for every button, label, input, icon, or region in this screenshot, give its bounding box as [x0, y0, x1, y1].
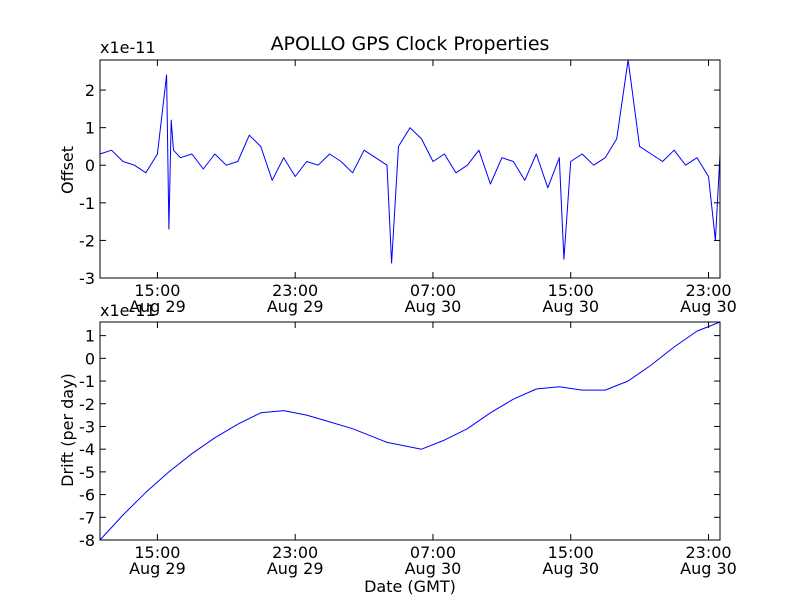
drift-y-tick-label: 1	[85, 327, 95, 346]
offset-x-tick-time-label: 15:00	[548, 281, 594, 300]
offset-y-multiplier: x1e-11	[100, 38, 156, 57]
drift-x-tick-time-label: 23:00	[685, 543, 731, 562]
offset-x-tick-date-label: Aug 29	[267, 297, 324, 316]
drift-y-tick-label: -4	[79, 440, 95, 459]
drift-x-tick-date-label: Aug 29	[267, 559, 324, 578]
drift-x-tick-time-label: 15:00	[134, 543, 180, 562]
drift-y-tick-label: -3	[79, 417, 95, 436]
drift-y-tick-label: -8	[79, 531, 95, 550]
drift-y-multiplier: x1e-11	[100, 301, 156, 320]
drift-series-line	[99, 321, 721, 541]
offset-x-tick-date-label: Aug 30	[542, 297, 599, 316]
drift-axes-frame	[99, 321, 721, 541]
offset-chart: APOLLO GPS Clock Properties x1e-11 Offse…	[58, 33, 737, 316]
drift-y-tick-label: 0	[85, 349, 95, 368]
drift-x-tick-date-label: Aug 30	[680, 559, 737, 578]
drift-x-tick-time-label: 15:00	[548, 543, 594, 562]
offset-y-tick-label: 0	[85, 156, 95, 175]
drift-y-tick-label: -2	[79, 395, 95, 414]
offset-x-tick-date-label: Aug 29	[129, 297, 186, 316]
offset-y-tick-label: 2	[85, 81, 95, 100]
offset-y-tick-label: -2	[79, 231, 95, 250]
offset-x-tick-date-label: Aug 30	[405, 297, 462, 316]
drift-x-tick-date-label: Aug 29	[129, 559, 186, 578]
drift-x-tick-time-label: 07:00	[410, 543, 456, 562]
offset-y-axis-title: Offset	[58, 146, 77, 194]
offset-y-tick-label: -3	[79, 269, 95, 288]
drift-chart: x1e-11 Drift (per day) Date (GMT) -8 -7 -6…	[58, 301, 737, 596]
chart-title: APOLLO GPS Clock Properties	[271, 33, 550, 55]
offset-y-tick-label: -1	[79, 194, 95, 213]
drift-y-tick-label: -1	[79, 372, 95, 391]
drift-y-axis-title: Drift (per day)	[58, 373, 77, 487]
drift-y-tick-label: -5	[79, 463, 95, 482]
drift-x-tick-date-label: Aug 30	[405, 559, 462, 578]
offset-x-tick-time-label: 15:00	[134, 281, 180, 300]
offset-x-tick-time-label: 23:00	[272, 281, 318, 300]
drift-x-tick-time-label: 23:00	[272, 543, 318, 562]
offset-x-tick-time-label: 07:00	[410, 281, 456, 300]
offset-y-tick-label: 1	[85, 119, 95, 138]
drift-y-tick-label: -6	[79, 486, 95, 505]
offset-x-tick-time-label: 23:00	[685, 281, 731, 300]
offset-series-line	[99, 59, 721, 264]
drift-x-tick-date-label: Aug 30	[542, 559, 599, 578]
drift-x-axis-title: Date (GMT)	[364, 577, 456, 596]
offset-x-tick-date-label: Aug 30	[680, 297, 737, 316]
drift-y-tick-label: -7	[79, 508, 95, 527]
offset-axes-frame	[99, 59, 721, 279]
